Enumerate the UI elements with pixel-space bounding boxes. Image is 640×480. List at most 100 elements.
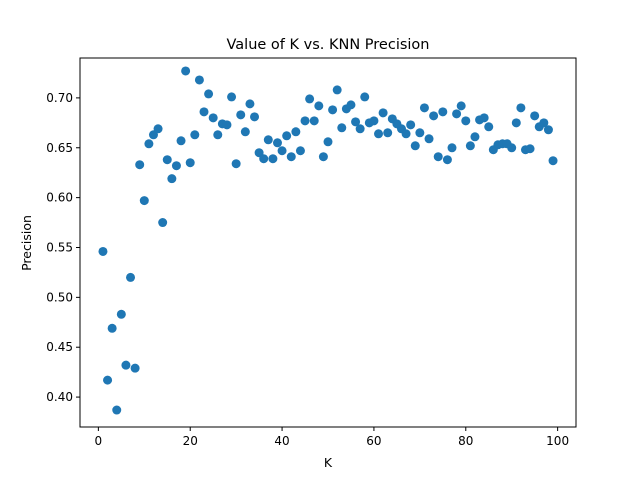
data-point xyxy=(291,127,301,137)
data-point xyxy=(245,99,255,109)
data-point xyxy=(162,155,172,165)
y-tick-label: 0.70 xyxy=(46,91,73,105)
data-point xyxy=(171,161,181,171)
x-tick-label: 0 xyxy=(95,434,103,448)
x-tick-label: 20 xyxy=(183,434,198,448)
data-point xyxy=(130,363,140,373)
data-point xyxy=(525,144,535,154)
data-point xyxy=(272,138,282,148)
data-point xyxy=(204,89,214,99)
data-point xyxy=(144,139,154,149)
data-point xyxy=(369,116,379,126)
data-point xyxy=(112,405,122,415)
data-point xyxy=(190,130,200,140)
data-point xyxy=(479,113,489,123)
data-point xyxy=(199,107,209,117)
data-point xyxy=(406,120,416,130)
data-point xyxy=(126,272,136,282)
x-tick-label: 60 xyxy=(366,434,381,448)
chart-title: Value of K vs. KNN Precision xyxy=(227,37,430,53)
data-point xyxy=(121,360,131,370)
data-point xyxy=(185,158,195,168)
x-tick-label: 80 xyxy=(458,434,473,448)
y-axis-label: Precision xyxy=(19,215,34,271)
data-point xyxy=(222,120,232,130)
y-tick-label: 0.65 xyxy=(46,141,73,155)
data-point xyxy=(383,128,393,138)
data-point xyxy=(213,130,223,140)
data-point xyxy=(410,141,420,151)
data-point xyxy=(530,111,540,121)
x-axis: 0 20 40 60 80 100 xyxy=(95,427,569,448)
data-point xyxy=(295,146,305,156)
data-point xyxy=(323,137,333,147)
x-axis-label: K xyxy=(324,455,333,470)
data-point xyxy=(309,116,319,126)
data-point xyxy=(346,100,356,110)
data-point xyxy=(277,146,287,156)
data-point xyxy=(429,111,439,121)
data-point xyxy=(231,159,241,169)
data-point xyxy=(539,118,549,128)
data-point xyxy=(227,92,237,102)
data-point xyxy=(135,160,145,170)
data-point xyxy=(176,136,186,146)
data-point xyxy=(360,92,370,102)
data-point xyxy=(548,156,558,166)
data-point xyxy=(465,141,475,151)
data-point xyxy=(103,375,113,385)
data-point xyxy=(438,107,448,117)
data-points xyxy=(98,66,558,415)
data-point xyxy=(447,143,457,153)
data-point xyxy=(139,196,149,206)
data-point xyxy=(328,105,338,115)
data-point xyxy=(194,75,204,85)
data-point xyxy=(461,116,471,126)
data-point xyxy=(300,116,310,126)
data-point xyxy=(98,246,108,256)
data-point xyxy=(378,108,388,118)
data-point xyxy=(153,124,163,134)
data-point xyxy=(116,309,126,319)
data-point xyxy=(351,117,361,127)
data-point xyxy=(442,155,452,165)
data-point xyxy=(181,66,191,76)
data-point xyxy=(208,113,218,123)
data-point xyxy=(167,174,177,184)
data-point xyxy=(318,152,328,162)
y-tick-label: 0.45 xyxy=(46,340,73,354)
data-point xyxy=(433,152,443,162)
data-point xyxy=(282,131,292,141)
data-point xyxy=(332,85,342,95)
data-point xyxy=(250,112,260,122)
data-point xyxy=(337,123,347,133)
data-point xyxy=(415,128,425,138)
y-axis: 0.40 0.45 0.50 0.55 0.60 0.65 0.70 xyxy=(46,91,80,404)
y-tick-label: 0.50 xyxy=(46,290,73,304)
data-point xyxy=(484,122,494,132)
data-point xyxy=(236,110,246,120)
data-point xyxy=(507,143,517,153)
data-point xyxy=(259,154,269,164)
data-point xyxy=(543,125,553,135)
data-point xyxy=(305,94,315,104)
x-tick-label: 40 xyxy=(274,434,289,448)
data-point xyxy=(286,152,296,162)
data-point xyxy=(401,129,411,139)
data-point xyxy=(456,101,466,111)
y-tick-label: 0.40 xyxy=(46,390,73,404)
x-tick-label: 100 xyxy=(546,434,569,448)
data-point xyxy=(374,129,384,139)
data-point xyxy=(240,127,250,137)
data-point xyxy=(355,124,365,134)
y-tick-label: 0.60 xyxy=(46,191,73,205)
data-point xyxy=(263,135,273,145)
data-point xyxy=(268,154,278,164)
data-point xyxy=(158,218,168,228)
data-point xyxy=(511,118,521,128)
data-point xyxy=(419,103,429,113)
plot-frame xyxy=(79,57,577,428)
data-point xyxy=(470,132,480,142)
